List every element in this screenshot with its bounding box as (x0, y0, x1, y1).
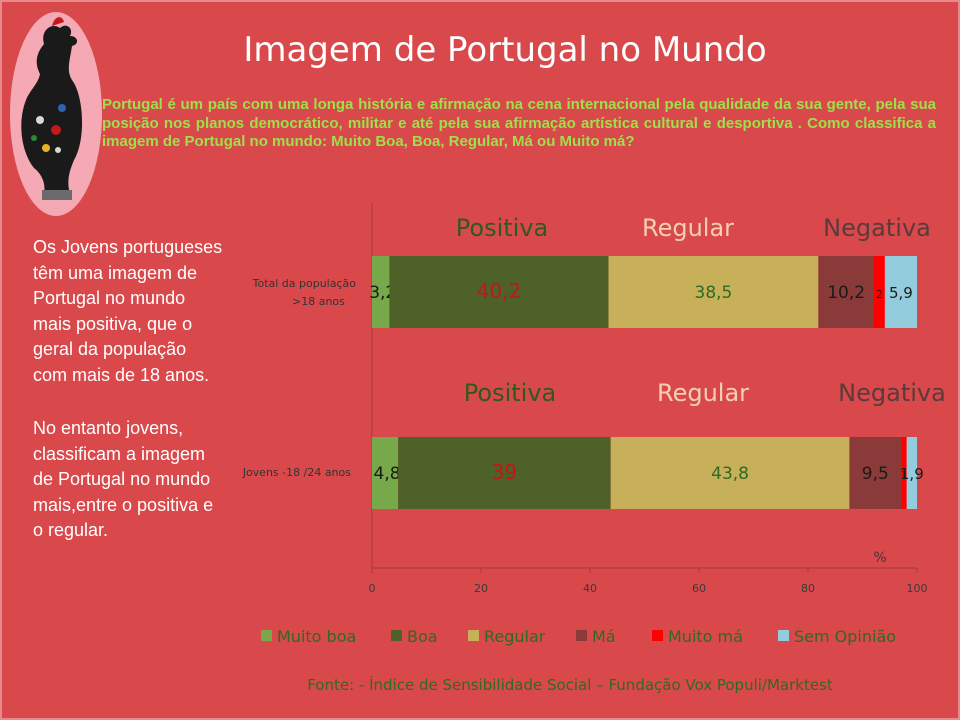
data-label: 1,9 (900, 465, 924, 483)
legend-swatch (468, 630, 479, 641)
data-label: 38,5 (695, 283, 733, 303)
group-label-regular: Regular (657, 379, 749, 407)
data-label: 9,5 (862, 464, 889, 484)
bar-regular (608, 256, 819, 328)
x-tick-label: 40 (583, 582, 597, 595)
group-label-negativa: Negativa (823, 214, 931, 242)
bar-boa (389, 256, 609, 328)
rooster-emblem (10, 12, 102, 216)
intro-question: Portugal é um país com uma longa históri… (102, 96, 936, 150)
legend-label: Boa (407, 627, 438, 646)
group-label-regular: Regular (642, 214, 734, 242)
bar-regular (610, 437, 850, 509)
x-tick-label: 100 (907, 582, 928, 595)
x-tick-label: 80 (801, 582, 815, 595)
category-label: Total da população (252, 277, 357, 290)
legend-swatch (778, 630, 789, 641)
group-label-positiva: Positiva (464, 379, 556, 407)
bar-muito-boa (372, 437, 399, 509)
bar-muito-ma (873, 256, 885, 328)
data-label: 1 (900, 469, 907, 482)
data-label: 40,2 (477, 279, 522, 303)
x-axis-label: % (873, 550, 886, 566)
legend-swatch (261, 630, 272, 641)
bar-ma (818, 256, 874, 328)
legend-label: Má (592, 627, 616, 646)
group-label-positiva: Positiva (456, 214, 548, 242)
bar-ma (849, 437, 902, 509)
legend-label: Muito má (668, 627, 743, 646)
commentary-paragraph-2: No entanto jovens, classificam a imagem … (33, 418, 214, 540)
source-note: Fonte: - Índice de Sensibilidade Social … (307, 676, 833, 694)
data-label: 10,2 (827, 283, 865, 303)
data-label: 4,8 (374, 464, 401, 484)
legend-label: Muito boa (277, 627, 356, 646)
data-label: 5,9 (889, 284, 913, 302)
category-label: Jovens -18 /24 anos (242, 466, 352, 479)
bar-muito-boa (372, 256, 390, 328)
bar-muito-ma (901, 437, 907, 509)
data-label: 43,8 (711, 464, 749, 484)
commentary: Os Jovens portugueses têm uma imagem de … (33, 235, 223, 572)
rooster-icon (21, 25, 83, 194)
page-title: Imagem de Portugal no Mundo (243, 30, 767, 70)
legend-label: Regular (484, 627, 546, 646)
legend-swatch (576, 630, 587, 641)
legend-swatch (391, 630, 402, 641)
bar-sem-opiniao (884, 256, 917, 328)
category-label: >18 anos (292, 295, 345, 308)
x-tick-label: 0 (369, 582, 376, 595)
x-tick-label: 60 (692, 582, 706, 595)
legend-swatch (652, 630, 663, 641)
commentary-paragraph-1: Os Jovens portugueses têm uma imagem de … (33, 237, 223, 385)
x-tick-label: 20 (474, 582, 488, 595)
legend-label: Sem Opinião (794, 627, 896, 646)
bar-boa (398, 437, 611, 509)
data-label: 2 (876, 288, 883, 301)
data-label: 39 (492, 460, 517, 484)
group-label-negativa: Negativa (838, 379, 946, 407)
bar-sem-opiniao (906, 437, 917, 509)
